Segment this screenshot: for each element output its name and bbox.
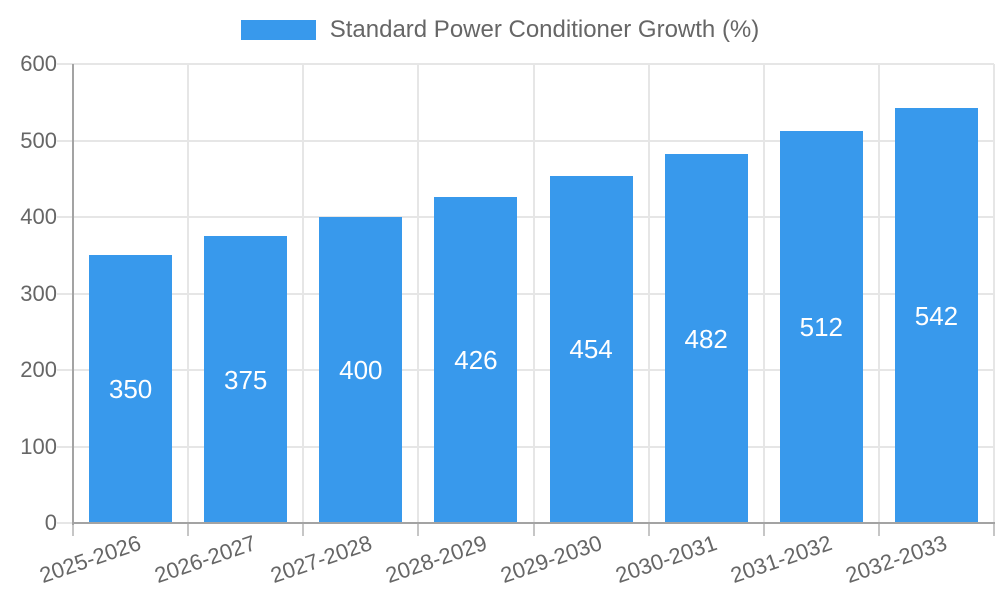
bar[interactable]: 375 <box>204 236 288 523</box>
x-gridline <box>417 64 420 523</box>
x-axis-tick-mark <box>762 523 765 536</box>
x-axis-category-label: 2029-2030 <box>497 530 605 588</box>
y-gridline <box>57 139 994 142</box>
x-gridline <box>532 64 535 523</box>
x-axis-category-label: 2031-2032 <box>727 530 836 588</box>
bar[interactable]: 542 <box>894 108 978 523</box>
x-gridline <box>302 64 305 523</box>
x-axis-line <box>72 522 995 524</box>
y-axis-tick-label: 100 <box>20 433 57 459</box>
bar[interactable]: 482 <box>664 154 748 523</box>
x-axis-category-label: 2028-2029 <box>382 530 490 588</box>
y-gridline <box>57 216 994 218</box>
x-axis-tick-mark <box>417 523 420 536</box>
x-axis-tick-mark <box>993 523 995 536</box>
y-axis-tick-label: 500 <box>20 127 57 153</box>
y-axis-tick-label: 600 <box>20 51 57 76</box>
y-gridline <box>57 369 994 371</box>
x-axis-tick-mark <box>877 523 880 536</box>
y-gridline <box>57 63 994 65</box>
x-axis-category-label: 2027-2028 <box>267 530 375 588</box>
y-axis-tick-label: 0 <box>44 510 57 535</box>
x-gridline <box>187 64 190 523</box>
y-gridline <box>57 445 994 448</box>
bar[interactable]: 350 <box>89 255 173 523</box>
x-axis-tick-mark <box>647 523 650 536</box>
x-axis-category-label: 2026-2027 <box>151 530 260 588</box>
chart-legend[interactable]: Standard Power Conditioner Growth (%) <box>0 16 1000 44</box>
bar[interactable]: 454 <box>549 175 633 523</box>
bar-value-label: 426 <box>454 345 498 376</box>
y-axis-tick-label: 300 <box>20 280 57 306</box>
bar-value-label: 542 <box>914 300 959 331</box>
y-axis-tick-label: 400 <box>20 204 57 229</box>
y-axis-line <box>72 64 74 525</box>
bar[interactable]: 512 <box>779 131 863 523</box>
bar-value-label: 454 <box>569 334 613 365</box>
x-gridline <box>762 64 765 523</box>
bar-value-label: 375 <box>223 364 268 395</box>
x-axis-tick-mark <box>72 523 74 536</box>
bar-value-label: 350 <box>108 374 153 405</box>
y-axis-tick-label: 200 <box>20 357 57 382</box>
bar-value-label: 400 <box>339 355 383 385</box>
legend-swatch-icon <box>240 20 316 40</box>
bar-value-label: 512 <box>799 312 843 343</box>
x-axis-tick-mark <box>187 523 190 536</box>
bar-value-label: 482 <box>684 323 728 354</box>
x-gridline <box>647 64 650 523</box>
x-axis-tick-mark <box>302 523 305 536</box>
legend-label: Standard Power Conditioner Growth (%) <box>329 16 760 43</box>
bar[interactable]: 400 <box>319 217 403 523</box>
x-gridline <box>993 64 995 523</box>
x-axis-category-label: 2032-2033 <box>842 530 951 588</box>
x-gridline <box>877 64 880 523</box>
x-axis-tick-mark <box>532 523 535 536</box>
bar[interactable]: 426 <box>434 197 518 523</box>
x-axis-category-label: 2030-2031 <box>612 530 721 588</box>
y-gridline <box>57 292 994 295</box>
x-axis-category-label: 2025-2026 <box>36 530 145 588</box>
